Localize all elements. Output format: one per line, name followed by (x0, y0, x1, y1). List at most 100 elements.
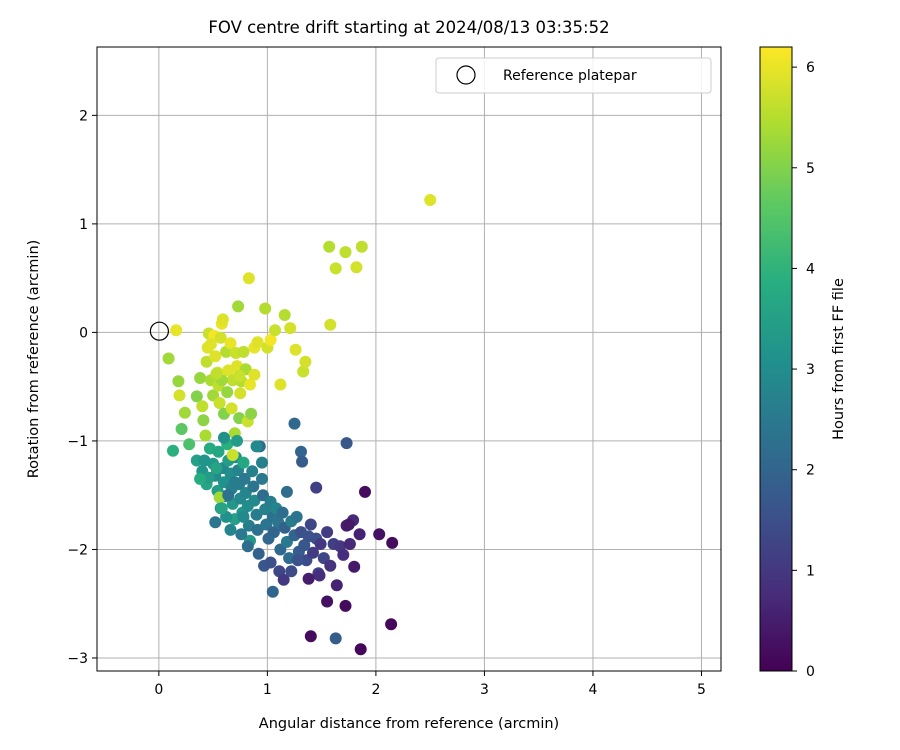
chart-title: FOV centre drift starting at 2024/08/13 … (208, 18, 609, 37)
scatter-point (339, 599, 352, 612)
scatter-point (200, 355, 213, 368)
scatter-point (252, 547, 265, 560)
scatter-point (213, 397, 226, 409)
scatter-point (342, 518, 355, 531)
scatter-point (222, 489, 235, 502)
scatter-point (233, 369, 246, 382)
x-tick-label: 2 (371, 682, 380, 698)
scatter-point (197, 414, 210, 427)
scatter-point (340, 437, 353, 450)
scatter-point (290, 510, 303, 523)
scatter-point (277, 573, 290, 586)
scatter-point (285, 565, 298, 578)
scatter-point (242, 272, 255, 285)
legend-marker-icon (456, 65, 476, 85)
colorbar-tick-label: 5 (806, 161, 815, 177)
x-axis-ticks: 0 1 2 3 4 5 (154, 671, 706, 698)
scatter-point (237, 510, 250, 523)
y-axis-ticks: 2 1 0 −1 −2 −3 (67, 108, 97, 667)
x-tick-label: 1 (263, 682, 272, 698)
x-tick-label: 5 (697, 682, 706, 698)
scatter-point (297, 365, 310, 378)
scatter-point (259, 302, 272, 315)
scatter-point (232, 300, 245, 313)
scatter-point (190, 390, 203, 403)
scatter-point (250, 508, 263, 521)
scatter-point (228, 476, 241, 489)
scatter-point (210, 462, 223, 475)
scatter-point (194, 472, 207, 485)
scatter-point (196, 400, 209, 413)
colorbar (759, 46, 793, 672)
scatter-point (251, 336, 264, 349)
scatter-point (226, 449, 239, 461)
scatter-point (339, 246, 352, 259)
scatter-point (248, 368, 261, 381)
scatter-point (250, 440, 263, 453)
scatter-point (246, 465, 259, 478)
scatter-point (162, 352, 175, 365)
scatter-point (247, 480, 260, 493)
reference-marker (149, 321, 169, 341)
scatter-point (209, 350, 222, 363)
colorbar-label: Hours from first FF file (831, 278, 847, 440)
scatter-point (354, 643, 367, 656)
colorbar-tick-label: 4 (806, 261, 815, 277)
scatter-point (323, 240, 336, 253)
scatter-point (329, 262, 342, 275)
legend: Reference platepar (435, 57, 712, 94)
scatter-point (267, 526, 280, 539)
scatter-point (210, 367, 223, 380)
scatter-point (237, 345, 250, 358)
scatter-point (373, 528, 386, 541)
scatter-point (216, 313, 229, 326)
y-tick-label: 2 (79, 108, 88, 124)
scatter-point (248, 494, 261, 507)
scatter-point (295, 445, 307, 458)
x-tick-label: 3 (480, 682, 489, 698)
scatter-point (202, 471, 215, 484)
scatter-point (269, 324, 281, 337)
scatter-point (289, 343, 302, 356)
scatter-point (314, 538, 327, 550)
scatter-point (244, 378, 256, 391)
y-tick-label: −3 (67, 651, 88, 667)
scatter-point (330, 579, 343, 592)
data-points (162, 194, 437, 656)
legend-box (435, 57, 712, 94)
y-axis-label: Rotation from reference (arcmin) (26, 240, 42, 479)
scatter-point (212, 445, 225, 458)
colorbar-tick-label: 2 (806, 463, 815, 479)
scatter-point (178, 406, 191, 419)
scatter-point (310, 481, 323, 494)
scatter-point (359, 485, 371, 498)
scatter-point (288, 417, 301, 430)
scatter-point (231, 434, 243, 447)
scatter-point (274, 378, 287, 391)
scatter-point (204, 338, 217, 351)
scatter-point (343, 538, 356, 550)
scatter-point (284, 322, 297, 335)
legend-label: Reference platepar (503, 68, 637, 84)
scatter-point (225, 402, 238, 415)
scatter-point (167, 444, 179, 457)
scatter-point (214, 331, 227, 344)
colorbar-tick-label: 1 (806, 563, 815, 579)
scatter-point (307, 546, 319, 559)
scatter-point (224, 523, 237, 536)
scatter-point (221, 386, 234, 399)
scatter-point (241, 540, 254, 553)
scatter-point (173, 389, 186, 402)
scatter-point (199, 429, 212, 442)
y-tick-label: 1 (79, 217, 88, 233)
scatter-point (353, 528, 366, 541)
scatter-point (209, 516, 222, 529)
scatter-point (218, 431, 230, 444)
scatter-point (278, 309, 291, 321)
scatter-point (304, 630, 317, 643)
y-tick-label: −1 (67, 434, 88, 450)
scatter-point (172, 375, 185, 388)
scatter-point (324, 559, 337, 572)
x-tick-label: 4 (588, 682, 597, 698)
scatter-point (313, 569, 326, 582)
